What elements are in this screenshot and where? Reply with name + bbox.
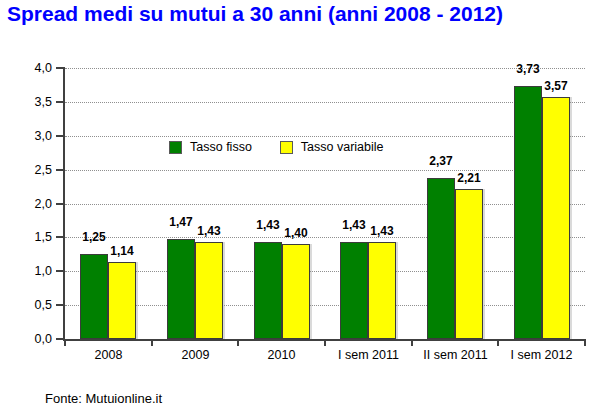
bar-value-label: 2,37 [417,154,465,168]
bar-value-label: 1,43 [358,224,406,238]
plot-area: 1,251,141,471,431,431,401,431,432,372,21… [65,68,585,339]
x-category-label: 2009 [152,347,239,363]
x-tick [151,341,153,346]
y-tick [56,169,63,171]
legend: Tasso fisso Tasso variabile [163,139,390,155]
legend-item-tasso-variabile: Tasso variabile [280,140,384,154]
bar-tasso-fisso [340,242,368,339]
legend-item-tasso-fisso: Tasso fisso [169,140,252,154]
bar-value-label: 3,73 [504,62,552,76]
y-tick [56,338,63,340]
y-tick [56,101,63,103]
bar-tasso-fisso [427,178,455,339]
x-category-label: II sem 2011 [412,347,499,363]
gridline [65,136,585,137]
gridline [65,305,585,306]
x-category-label: I sem 2011 [325,347,412,363]
bar-tasso-variabile [195,242,223,339]
legend-swatch-tasso-fisso-icon [169,141,182,154]
y-tick [56,304,63,306]
chart: Spread medi su mutui a 30 anni (anni 200… [0,0,610,418]
y-tick-label: 3,0 [8,128,52,144]
legend-label-tasso-fisso: Tasso fisso [190,140,252,154]
bar-tasso-fisso [167,239,195,339]
chart-title: Spread medi su mutui a 30 anni (anni 200… [7,2,503,26]
gridline [65,271,585,272]
y-tick [56,270,63,272]
bar-tasso-variabile [368,242,396,339]
source-note: Fonte: Mutuionline.it [45,391,162,406]
x-tick [584,341,586,346]
bar-tasso-variabile [455,189,483,339]
bar-tasso-variabile [542,97,570,339]
y-tick [56,67,63,69]
y-tick [56,135,63,137]
x-tick [64,341,66,346]
bar-value-label: 1,43 [185,224,233,238]
y-tick-label: 4,0 [8,60,52,76]
y-tick [56,236,63,238]
bar-tasso-variabile [108,262,136,339]
y-tick-label: 2,0 [8,196,52,212]
bar-value-label: 3,57 [532,79,580,93]
bar-value-label: 1,40 [272,226,320,240]
x-category-label: I sem 2012 [498,347,585,363]
legend-label-tasso-variabile: Tasso variabile [301,140,384,154]
bar-tasso-fisso [80,254,108,339]
x-category-label: 2010 [238,347,325,363]
x-tick [411,341,413,346]
y-tick-label: 1,0 [8,263,52,279]
y-tick-label: 0,5 [8,297,52,313]
x-tick [324,341,326,346]
gridline [65,102,585,103]
y-tick-label: 0,0 [8,331,52,347]
bar-value-label: 1,25 [70,230,118,244]
x-category-label: 2008 [65,347,152,363]
y-tick-label: 1,5 [8,229,52,245]
legend-swatch-tasso-variabile-icon [280,141,293,154]
gridline [65,237,585,238]
y-tick [56,203,63,205]
y-tick-label: 2,5 [8,162,52,178]
gridline [65,170,585,171]
bar-value-label: 1,14 [98,244,146,258]
bar-value-label: 2,21 [445,171,493,185]
bar-tasso-fisso [514,86,542,339]
bar-tasso-fisso [254,242,282,339]
y-tick-label: 3,5 [8,94,52,110]
gridline [65,204,585,205]
x-tick [497,341,499,346]
x-tick [237,341,239,346]
bar-tasso-variabile [282,244,310,339]
